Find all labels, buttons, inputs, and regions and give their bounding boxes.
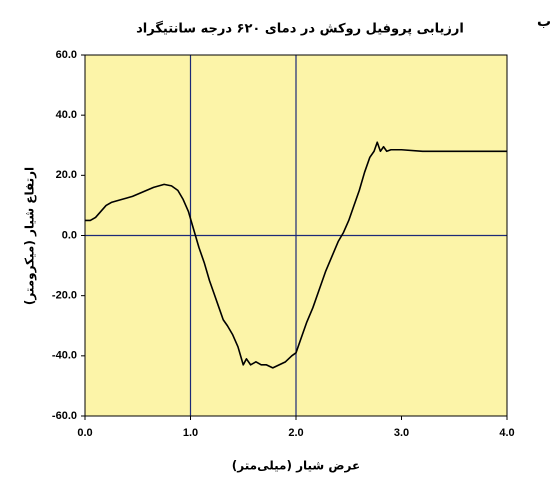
y-axis-label: ارتفاع شیار (میکرومتر)	[23, 167, 38, 305]
data-line	[85, 141, 507, 369]
x-tick-label: 1.0	[183, 427, 198, 439]
x-tick-label: 3.0	[394, 427, 409, 439]
x-tick-label: 2.0	[288, 427, 303, 439]
x-tick-label: 4.0	[499, 427, 514, 439]
chart-title: ارزیابی پروفیل روکش در دمای ۶۲۰ درجه سان…	[136, 21, 464, 37]
y-tick-label: -40.0	[52, 350, 77, 362]
panel-label: ب	[537, 14, 551, 30]
y-tick-label: 40.0	[56, 109, 77, 121]
y-tick-label: 60.0	[56, 49, 77, 61]
plot-frame	[84, 54, 508, 417]
y-tick-label: -60.0	[52, 410, 77, 422]
x-axis-label: عرض شیار (میلی‌متر)	[232, 459, 360, 473]
y-tick-label: 0.0	[62, 229, 77, 241]
x-tick-label: 0.0	[77, 427, 92, 439]
y-tick-label: 20.0	[56, 169, 77, 181]
y-tick-label: -20.0	[52, 290, 77, 302]
